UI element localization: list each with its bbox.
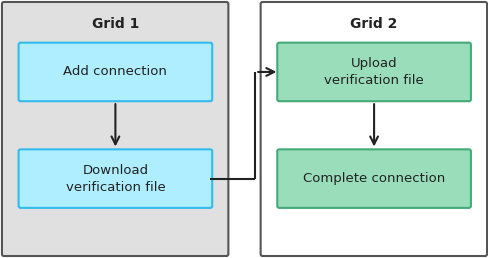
FancyBboxPatch shape <box>19 149 212 208</box>
FancyBboxPatch shape <box>260 2 486 256</box>
Text: Grid 1: Grid 1 <box>92 17 139 31</box>
Text: Download
verification file: Download verification file <box>65 164 165 194</box>
FancyBboxPatch shape <box>2 2 228 256</box>
FancyBboxPatch shape <box>277 149 470 208</box>
FancyBboxPatch shape <box>277 43 470 101</box>
Text: Grid 2: Grid 2 <box>349 17 396 31</box>
Text: Complete connection: Complete connection <box>303 172 444 185</box>
FancyBboxPatch shape <box>19 43 212 101</box>
Text: Upload
verification file: Upload verification file <box>324 57 423 87</box>
Text: Add connection: Add connection <box>63 66 167 78</box>
